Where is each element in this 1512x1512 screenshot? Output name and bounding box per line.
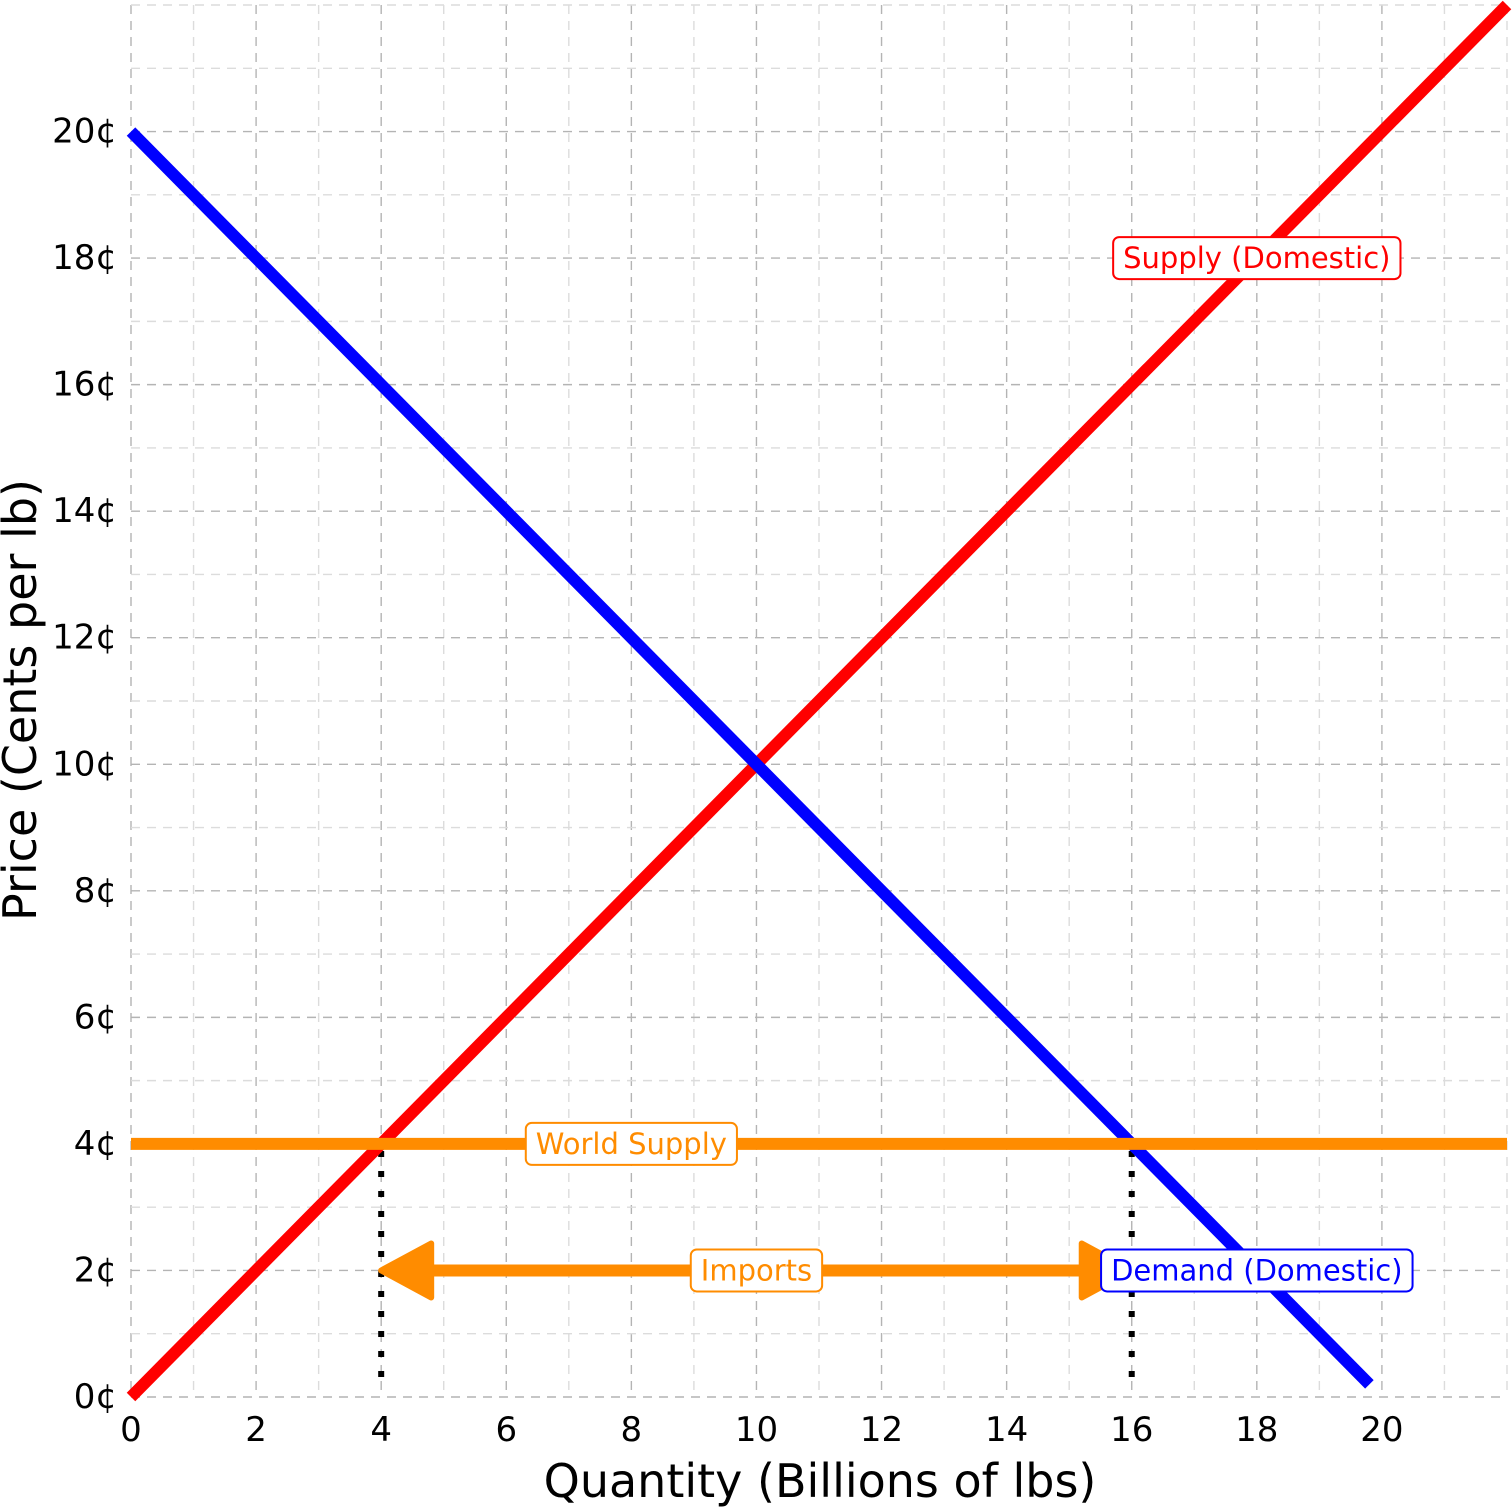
annotation-label-1: Imports [689, 1248, 824, 1293]
y-tick-label: 8¢ [74, 871, 117, 911]
y-tick-label: 6¢ [74, 997, 117, 1037]
y-tick-label: 10¢ [52, 744, 117, 784]
series-line-2 [126, 127, 1374, 1389]
series-label-1-box [1112, 236, 1402, 281]
x-tick-label: 14 [985, 1410, 1028, 1450]
series-label-3: World Supply [524, 1121, 738, 1166]
annotation-label-1-box [689, 1248, 824, 1293]
series-labels: Supply (Domestic) Demand (Domestic) World … [524, 236, 1414, 1293]
x-tick-label: 2 [245, 1410, 267, 1450]
x-tick-label: 20 [1360, 1410, 1403, 1450]
y-tick-label: 0¢ [74, 1377, 117, 1417]
y-tick-label: 20¢ [52, 112, 117, 152]
x-tick-label: 10 [735, 1410, 778, 1450]
y-tick-label: 14¢ [52, 491, 117, 531]
series-label-3-box [524, 1121, 738, 1166]
tick-labels: 0 2 4 6 8 10 12 14 16 18 20 0¢ 2¢ 4¢ 6¢ 8¢ 10¢ 12¢ 14¢ 16¢ 1… [52, 112, 1403, 1450]
y-axis-title: Price (Cents per lb) [0, 479, 47, 921]
series-label-3-text: World Supply [536, 1127, 727, 1161]
x-tick-label: 6 [495, 1410, 517, 1450]
grid [130, 4, 1508, 1398]
x-tick-label: 8 [621, 1410, 643, 1450]
series-label-2-text: Demand (Domestic) [1111, 1253, 1402, 1287]
series-label-1-text: Supply (Domestic) [1123, 241, 1390, 275]
series-label-2: Demand (Domestic) [1100, 1248, 1414, 1293]
series-label-1: Supply (Domestic) [1112, 236, 1402, 281]
x-tick-label: 16 [1110, 1410, 1153, 1450]
x-tick-label: 0 [120, 1410, 142, 1450]
x-tick-label: 18 [1235, 1410, 1278, 1450]
x-axis-title: Quantity (Billions of lbs) [544, 1454, 1097, 1508]
y-tick-label: 2¢ [74, 1250, 117, 1290]
series-label-2-box [1100, 1248, 1414, 1293]
annotation-label-1-text: Imports [701, 1253, 812, 1287]
y-tick-label: 18¢ [52, 238, 117, 278]
y-tick-label: 12¢ [52, 618, 117, 658]
y-tick-label: 16¢ [52, 365, 117, 405]
x-tick-label: 12 [860, 1410, 903, 1450]
imports-arrow-head-left [378, 1240, 435, 1301]
y-tick-label: 4¢ [74, 1124, 117, 1164]
x-tick-label: 4 [370, 1410, 392, 1450]
